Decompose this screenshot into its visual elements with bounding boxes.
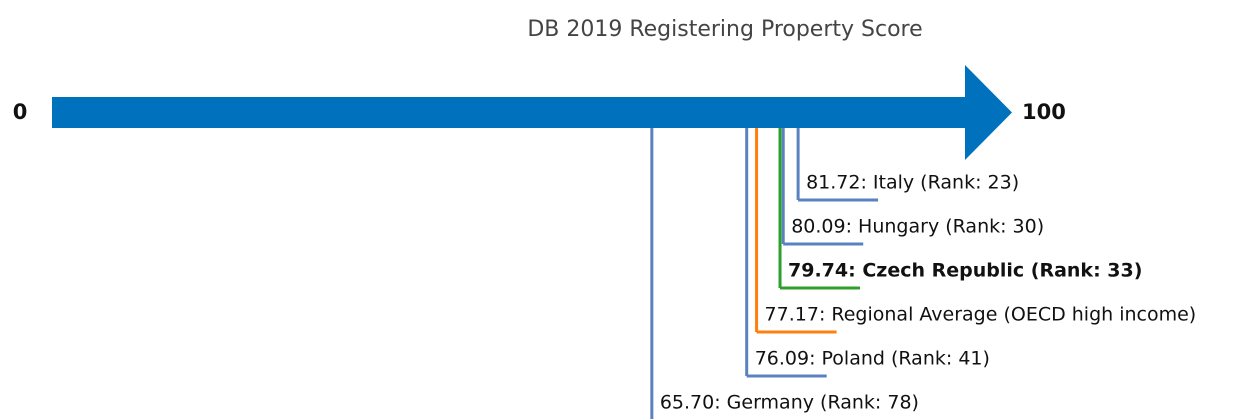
x-tick-label: 0	[13, 100, 28, 124]
data-label: 80.09: Hungary (Rank: 30)	[791, 216, 1044, 238]
data-label: 79.74: Czech Republic (Rank: 33)	[788, 260, 1142, 282]
data-label: 77.17: Regional Average (OECD high incom…	[765, 304, 1197, 326]
data-label: 76.09: Poland (Rank: 41)	[755, 348, 990, 370]
chart-title: DB 2019 Registering Property Score	[527, 17, 922, 42]
axis-arrow	[52, 97, 965, 128]
data-label: 65.70: Germany (Rank: 78)	[660, 392, 919, 414]
arrow-head	[965, 65, 1012, 160]
data-label: 81.72: Italy (Rank: 23)	[806, 172, 1019, 194]
x-tick-label: 100	[1022, 100, 1066, 124]
